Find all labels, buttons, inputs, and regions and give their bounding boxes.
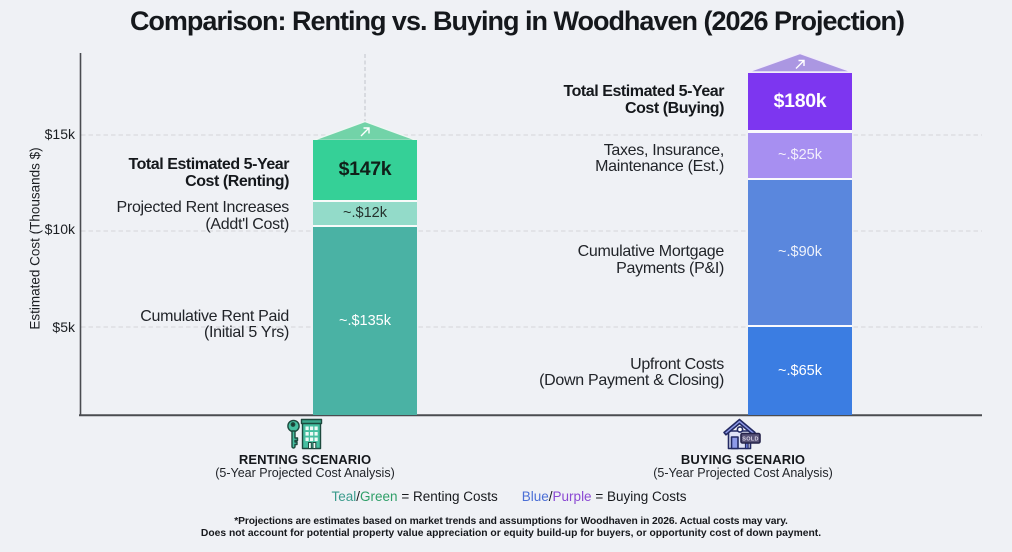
svg-text:SOLD: SOLD bbox=[742, 437, 758, 443]
